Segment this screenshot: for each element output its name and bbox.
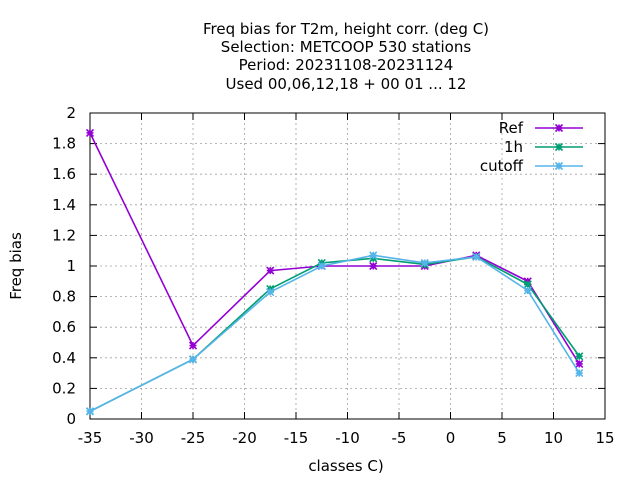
marker-core bbox=[577, 361, 582, 367]
data-point bbox=[575, 359, 584, 368]
data-point bbox=[523, 286, 532, 295]
title-line-2: Selection: METCOOP 530 stations bbox=[221, 38, 472, 56]
marker-core bbox=[525, 282, 530, 287]
y-tick-label: 0.2 bbox=[52, 379, 76, 397]
marker-core bbox=[319, 263, 324, 269]
y-tick-label: 0 bbox=[66, 410, 76, 428]
data-point bbox=[266, 266, 275, 275]
data-point bbox=[575, 369, 584, 378]
marker-core bbox=[371, 263, 376, 269]
title-line-1: Freq bias for T2m, height corr. (deg C) bbox=[203, 20, 489, 38]
grid bbox=[90, 113, 605, 419]
marker-core bbox=[556, 125, 562, 131]
title-line-3: Period: 20231108-20231124 bbox=[239, 56, 454, 74]
data-point bbox=[420, 258, 429, 268]
marker-core bbox=[371, 253, 376, 258]
x-tick-label: -25 bbox=[181, 429, 206, 447]
y-tick-label: 0.8 bbox=[52, 288, 76, 306]
data-point bbox=[188, 355, 198, 364]
x-tick-label: -15 bbox=[284, 429, 309, 447]
chart-title: Freq bias for T2m, height corr. (deg C) … bbox=[203, 20, 489, 93]
marker-core bbox=[556, 163, 562, 169]
x-axis-label: classes C) bbox=[308, 457, 383, 475]
series-cutoff bbox=[85, 251, 584, 416]
y-tick-label: 0.4 bbox=[52, 349, 76, 367]
series-line bbox=[89, 254, 580, 413]
legend-label: Ref bbox=[499, 119, 524, 137]
data-point bbox=[317, 261, 326, 271]
data-point bbox=[188, 341, 198, 350]
x-tick-label: -30 bbox=[129, 429, 154, 447]
marker-core bbox=[87, 409, 93, 414]
y-tick-label: 0.6 bbox=[52, 318, 76, 336]
y-tick-label: 1 bbox=[66, 257, 76, 275]
y-tick-label: 1.2 bbox=[52, 226, 76, 244]
legend-marker bbox=[554, 123, 564, 133]
x-tick-label: 15 bbox=[595, 429, 614, 447]
tick-labels: -35 -30 -25 -20 -15 -10 -5 0 5 10 15 0 0.2 0.4 0.6 0.8 1… bbox=[52, 104, 614, 447]
data-point bbox=[575, 352, 584, 361]
data-point bbox=[369, 261, 378, 271]
legend-label: 1h bbox=[504, 138, 523, 156]
marker-core bbox=[268, 289, 273, 295]
data-point bbox=[266, 287, 275, 297]
data-point bbox=[85, 128, 95, 137]
data-point bbox=[369, 251, 378, 260]
marker-core bbox=[577, 354, 582, 359]
marker-core bbox=[190, 343, 196, 348]
x-tick-label: -35 bbox=[78, 429, 103, 447]
marker-core bbox=[577, 370, 582, 376]
series bbox=[85, 128, 584, 416]
marker-core bbox=[556, 144, 562, 150]
legend-marker bbox=[554, 161, 564, 171]
y-tick-label: 1.8 bbox=[52, 135, 76, 153]
title-line-4: Used 00,06,12,18 + 00 01 ... 12 bbox=[226, 75, 467, 93]
legend-marker bbox=[554, 142, 564, 152]
marker-core bbox=[422, 260, 427, 266]
marker-core bbox=[87, 130, 93, 136]
x-tick-label: 0 bbox=[446, 429, 456, 447]
y-tick-label: 1.4 bbox=[52, 196, 76, 214]
marker-core bbox=[190, 357, 196, 362]
marker-core bbox=[525, 288, 530, 293]
x-tick-label: -20 bbox=[232, 429, 257, 447]
x-tick-label: 5 bbox=[497, 429, 507, 447]
y-tick-label: 2 bbox=[66, 104, 76, 122]
data-point bbox=[85, 407, 95, 416]
data-point bbox=[472, 252, 481, 261]
marker-core bbox=[268, 268, 273, 273]
x-tick-label: -5 bbox=[392, 429, 407, 447]
legend-label: cutoff bbox=[480, 157, 524, 175]
y-tick-label: 1.6 bbox=[52, 165, 76, 183]
marker-core bbox=[474, 254, 479, 260]
x-tick-label: -10 bbox=[335, 429, 360, 447]
y-axis-label: Freq bias bbox=[7, 232, 25, 300]
data-point bbox=[523, 280, 532, 289]
x-tick-label: 10 bbox=[544, 429, 563, 447]
